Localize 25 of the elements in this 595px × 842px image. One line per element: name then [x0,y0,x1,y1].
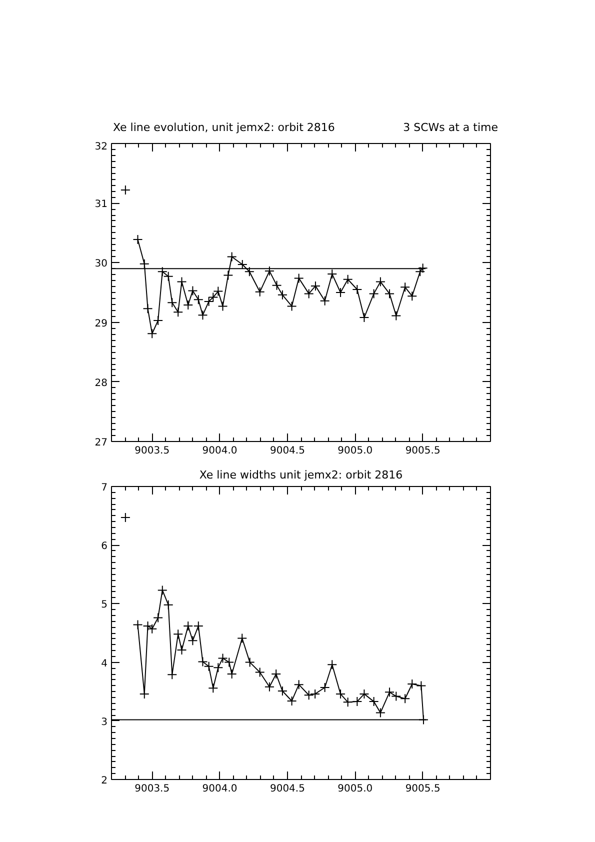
chart-subtitle: 3 SCWs at a time [403,120,498,136]
y-tick-label: 31 [94,199,108,210]
chart-title: Xe line evolution, unit jemx2: orbit 2816 [113,120,335,136]
y-tick-label: 3 [101,716,108,728]
y-tick-label: 6 [101,541,108,552]
y-tick-label: 30 [94,258,108,270]
chart-title: Xe line widths unit jemx2: orbit 2816 [199,468,403,482]
x-tick-label: 9005.0 [338,784,373,794]
x-tick-label: 9004.0 [202,784,238,794]
y-tick-label: 2 [101,776,108,786]
y-tick-label: 28 [94,378,108,389]
y-tick-label: 4 [101,658,108,670]
x-tick-label: 9004.0 [202,446,238,456]
x-tick-label: 9005.5 [405,446,440,456]
y-tick-label: 27 [94,438,108,448]
y-tick-label: 7 [101,482,108,494]
x-tick-label: 9003.5 [134,446,170,456]
x-tick-label: 9005.0 [338,446,373,456]
y-tick-label: 29 [94,318,108,330]
x-tick-label: 9004.5 [270,784,305,794]
x-tick-label: 9003.5 [134,784,170,794]
y-tick-label: 5 [101,600,108,611]
x-tick-label: 9004.5 [270,446,305,456]
y-tick-label: 32 [94,142,108,152]
x-tick-label: 9005.5 [405,784,440,794]
